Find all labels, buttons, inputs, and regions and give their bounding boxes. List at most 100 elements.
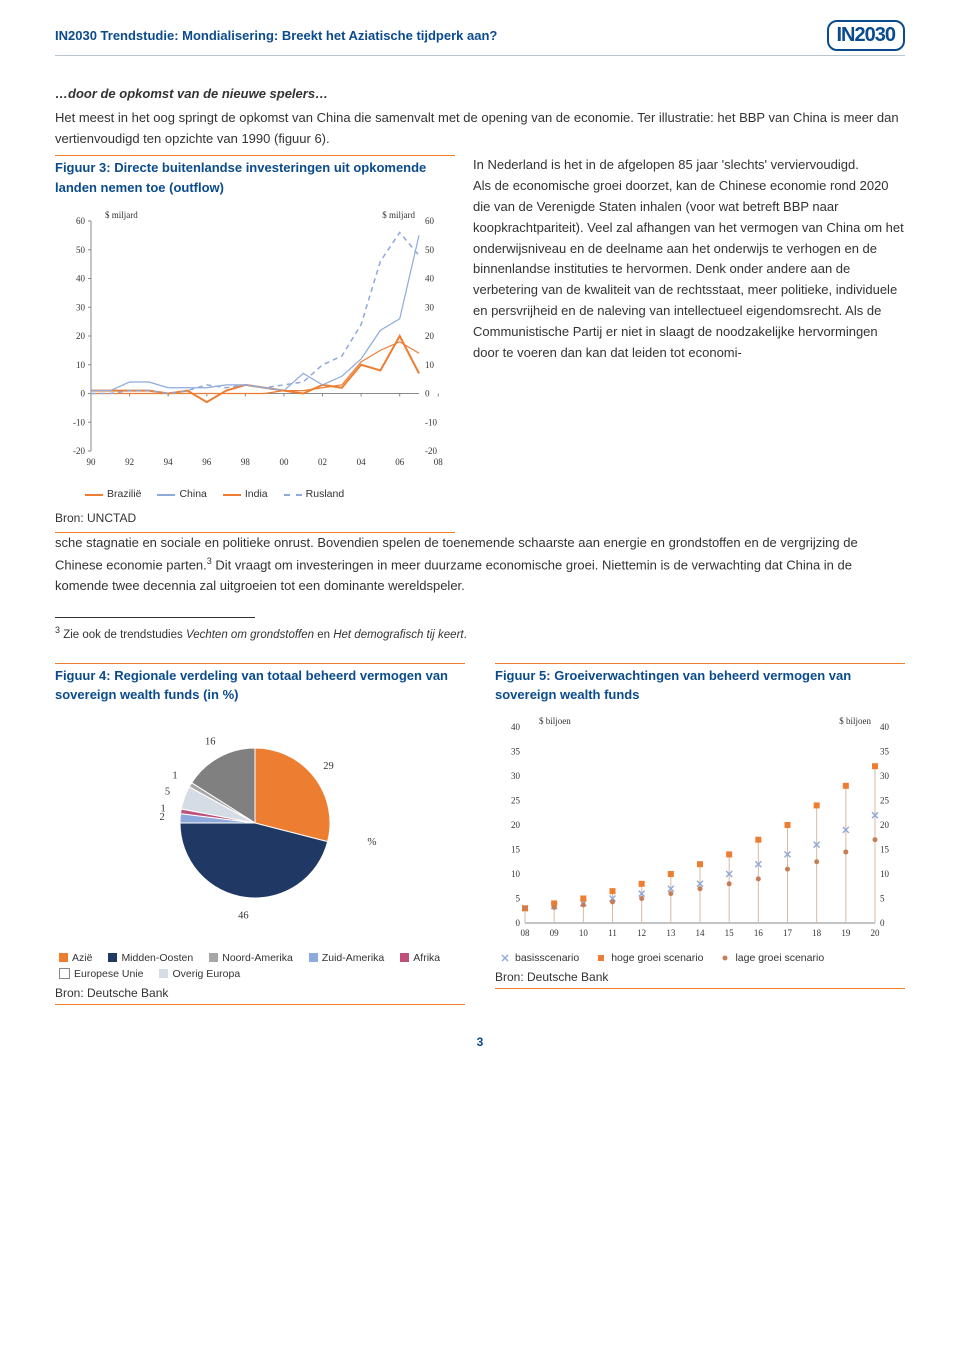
figure-4-legend: AziëMidden-OostenNoord-AmerikaZuid-Ameri… [55, 952, 465, 980]
svg-text:25: 25 [880, 795, 890, 805]
footnote-divider [55, 617, 255, 618]
legend-item: Europese Unie [59, 968, 143, 980]
svg-text:40: 40 [880, 722, 890, 732]
svg-text:06: 06 [395, 457, 405, 467]
figure-5-title: Figuur 5: Groeiverwachtingen van beheerd… [495, 663, 905, 705]
legend-item: Noord-Amerika [209, 952, 293, 964]
figure-3-title: Figuur 3: Directe buitenlandse investeri… [55, 155, 455, 197]
svg-text:04: 04 [357, 457, 367, 467]
footnote-italic1: Vechten om grondstoffen [186, 629, 314, 641]
logo-text: IN2030 [837, 24, 896, 47]
svg-text:5: 5 [165, 786, 170, 797]
svg-text:40: 40 [425, 274, 435, 284]
footnote-text: Zie ook de trendstudies [60, 629, 186, 641]
body-text: …door de opkomst van de nieuwe spelers… … [55, 84, 905, 597]
svg-text:0: 0 [880, 918, 885, 928]
svg-text:10: 10 [76, 360, 86, 370]
para-2b: Als de economische groei doorzet, kan de… [473, 176, 905, 363]
svg-text:20: 20 [511, 820, 521, 830]
svg-text:98: 98 [241, 457, 251, 467]
page-number: 3 [55, 1035, 905, 1049]
svg-text:0: 0 [81, 389, 86, 399]
svg-text:10: 10 [425, 360, 435, 370]
svg-text:35: 35 [880, 746, 890, 756]
legend-item: Azië [59, 952, 92, 964]
footnote-mid: en [314, 629, 333, 641]
figure-4: Figuur 4: Regionale verdeling van totaal… [55, 663, 465, 1005]
svg-text:19: 19 [841, 928, 851, 938]
svg-text:30: 30 [511, 771, 521, 781]
svg-text:90: 90 [87, 457, 97, 467]
svg-text:40: 40 [511, 722, 521, 732]
svg-text:$ miljard: $ miljard [382, 210, 415, 220]
svg-text:92: 92 [125, 457, 134, 467]
legend-item: India [223, 486, 268, 503]
svg-text:25: 25 [511, 795, 521, 805]
figure-4-chart: 1629462151% [55, 713, 465, 948]
svg-text:0: 0 [425, 389, 430, 399]
legend-item: Rusland [284, 486, 345, 503]
svg-text:20: 20 [880, 820, 890, 830]
svg-text:96: 96 [202, 457, 212, 467]
svg-text:$ miljard: $ miljard [105, 210, 138, 220]
svg-text:17: 17 [783, 928, 793, 938]
legend-item: Midden-Oosten [108, 952, 193, 964]
svg-text:14: 14 [696, 928, 706, 938]
legend-item: Overig Europa [159, 968, 240, 980]
svg-text:$ biljoen: $ biljoen [539, 716, 571, 726]
svg-text:30: 30 [76, 303, 86, 313]
svg-text:-10: -10 [73, 418, 85, 428]
svg-text:00: 00 [279, 457, 289, 467]
svg-text:20: 20 [871, 928, 881, 938]
svg-text:16: 16 [754, 928, 764, 938]
svg-text:08: 08 [521, 928, 531, 938]
footnote: 3 Zie ook de trendstudies Vechten om gro… [55, 624, 905, 643]
svg-text:50: 50 [425, 245, 435, 255]
svg-text:30: 30 [880, 771, 890, 781]
header-title: IN2030 Trendstudie: Mondialisering: Bree… [55, 28, 497, 43]
legend-item: Brazilië [85, 486, 141, 503]
svg-text:15: 15 [511, 844, 521, 854]
svg-text:1: 1 [161, 803, 166, 814]
svg-text:40: 40 [76, 274, 86, 284]
svg-text:%: % [367, 836, 376, 848]
figure-4-title: Figuur 4: Regionale verdeling van totaal… [55, 663, 465, 705]
svg-text:10: 10 [880, 869, 890, 879]
svg-text:94: 94 [164, 457, 174, 467]
svg-text:20: 20 [425, 331, 435, 341]
legend-item: hoge groei scenario [595, 952, 703, 964]
svg-text:02: 02 [318, 457, 327, 467]
figure-5-source: Bron: Deutsche Bank [495, 970, 905, 989]
legend-item: Afrika [400, 952, 440, 964]
figure-3-legend: Brazilië China India Rusland [55, 486, 455, 503]
figure-3-chart: -20-20-10-100010102020303040405050606090… [55, 205, 455, 482]
svg-text:10: 10 [579, 928, 589, 938]
logo: IN2030 [827, 20, 906, 51]
svg-text:13: 13 [666, 928, 676, 938]
svg-text:5: 5 [516, 893, 521, 903]
svg-text:-20: -20 [425, 446, 437, 456]
svg-text:1: 1 [172, 770, 177, 781]
svg-text:$ biljoen: $ biljoen [839, 716, 871, 726]
svg-text:15: 15 [880, 844, 890, 854]
svg-text:09: 09 [550, 928, 560, 938]
footnote-italic2: Het demografisch tij keert [333, 629, 463, 641]
svg-text:0: 0 [516, 918, 521, 928]
svg-text:11: 11 [608, 928, 617, 938]
figure-3-source: Bron: UNCTAD [55, 509, 455, 533]
svg-text:08: 08 [434, 457, 444, 467]
page-header: IN2030 Trendstudie: Mondialisering: Bree… [55, 20, 905, 56]
figure-5: Figuur 5: Groeiverwachtingen van beheerd… [495, 663, 905, 1005]
svg-text:-20: -20 [73, 446, 85, 456]
svg-text:-10: -10 [425, 418, 437, 428]
figure-4-source: Bron: Deutsche Bank [55, 986, 465, 1005]
svg-text:12: 12 [637, 928, 646, 938]
footnote-end: . [464, 629, 467, 641]
svg-text:20: 20 [76, 331, 86, 341]
svg-text:5: 5 [880, 893, 885, 903]
svg-text:60: 60 [425, 216, 435, 226]
figure-5-legend: basisscenariohoge groei scenariolage gro… [495, 952, 905, 964]
svg-text:30: 30 [425, 303, 435, 313]
legend-item: China [157, 486, 206, 503]
legend-item: basisscenario [499, 952, 579, 964]
